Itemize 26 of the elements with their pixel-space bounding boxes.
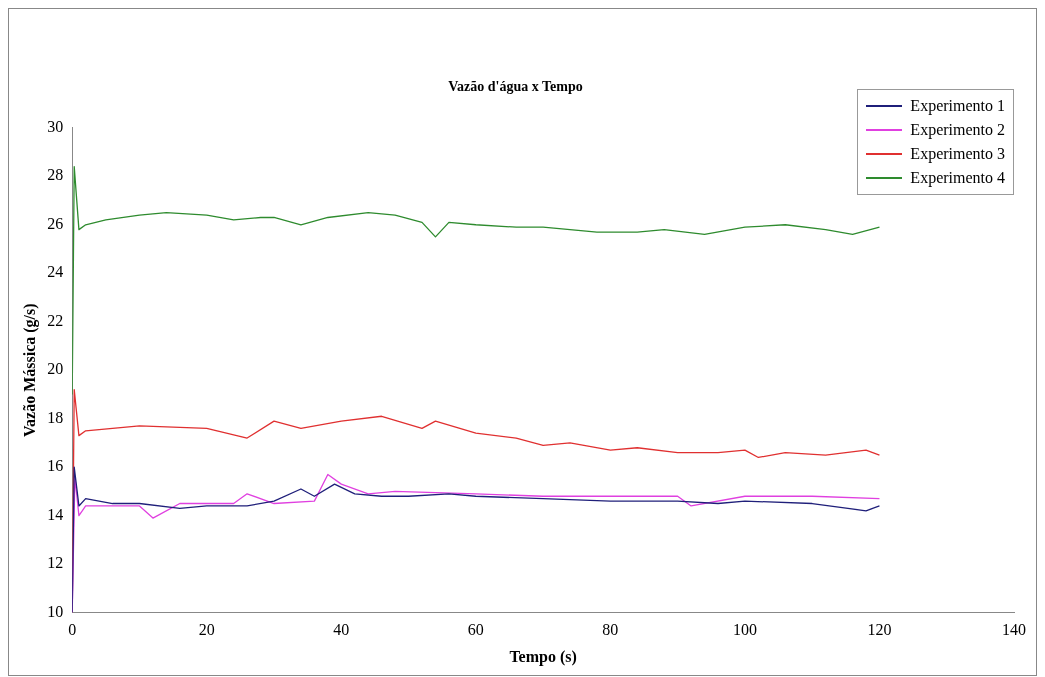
y-tick-label: 16 (47, 457, 64, 475)
y-tick-label: 18 (47, 408, 64, 426)
y-tick-label: 14 (47, 505, 64, 523)
x-tick-label: 140 (1002, 621, 1026, 639)
chart-title: Vazão d'água x Tempo (448, 79, 583, 95)
x-tick-label: 120 (867, 621, 892, 639)
x-tick-label: 0 (68, 621, 77, 639)
x-tick-label: 40 (333, 621, 350, 639)
x-tick-label: 100 (732, 621, 757, 639)
legend-label: Experimento 2 (910, 121, 1005, 139)
y-tick-label: 20 (47, 360, 64, 378)
x-tick-label: 80 (602, 621, 619, 639)
legend-label: Experimento 1 (910, 97, 1005, 115)
x-axis-title: Tempo (s) (509, 647, 577, 666)
legend-label: Experimento 4 (910, 169, 1005, 187)
y-axis-title: Vazão Mássica (g/s) (20, 303, 39, 438)
y-tick-label: 22 (47, 311, 64, 329)
x-tick-label: 20 (198, 621, 215, 639)
x-tick-label: 60 (467, 621, 484, 639)
y-tick-label: 24 (47, 263, 64, 281)
y-tick-label: 30 (47, 118, 64, 135)
y-tick-label: 12 (47, 554, 64, 572)
legend-label: Experimento 3 (910, 145, 1005, 163)
y-tick-label: 10 (47, 602, 64, 620)
y-tick-label: 26 (47, 214, 64, 232)
y-tick-label: 28 (47, 166, 64, 184)
